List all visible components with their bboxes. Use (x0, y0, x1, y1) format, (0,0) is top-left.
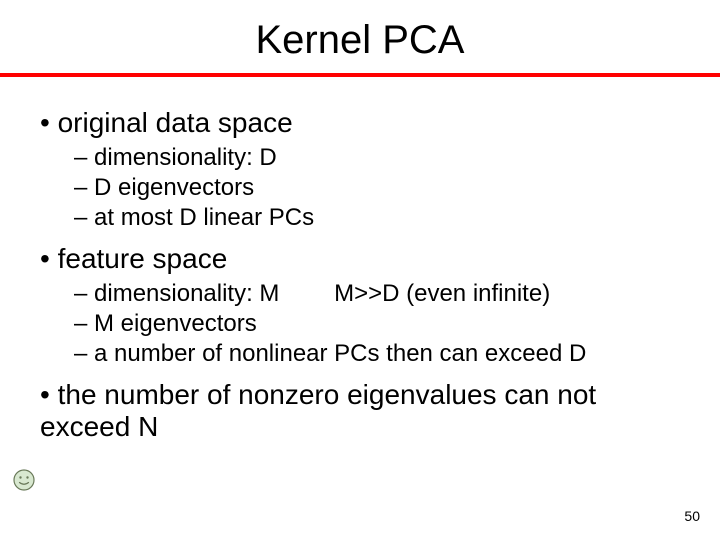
sub-note: M>>D (even infinite) (334, 279, 550, 309)
sub-item: dimensionality: D (74, 143, 680, 173)
sub-item: D eigenvectors (74, 173, 680, 203)
sub-item: at most D linear PCs (74, 203, 680, 233)
smiley-icon (12, 468, 36, 492)
content-area: original data space dimensionality: D D … (0, 77, 720, 443)
sub-text: D eigenvectors (94, 174, 254, 201)
bullet-feature-space: feature space dimensionality: M M>>D (ev… (40, 243, 680, 369)
sub-text: M eigenvectors (94, 310, 257, 337)
sub-item: M eigenvectors (74, 309, 680, 339)
bullet-original-data-space: original data space dimensionality: D D … (40, 107, 680, 233)
bullet-text: original data space (58, 107, 293, 138)
sub-text: dimensionality: M (94, 280, 279, 307)
sub-text: at most D linear PCs (94, 204, 314, 231)
sub-text: a number of nonlinear PCs then can excee… (94, 340, 586, 367)
bullet-text: feature space (58, 243, 228, 274)
sub-text: dimensionality: D (94, 144, 277, 171)
page-number: 50 (684, 508, 700, 524)
sub-item: a number of nonlinear PCs then can excee… (74, 339, 680, 369)
bullet-nonzero-eigenvalues: the number of nonzero eigenvalues can no… (40, 379, 680, 443)
bullet-text: the number of nonzero eigenvalues can no… (40, 379, 596, 442)
sub-item: dimensionality: M M>>D (even infinite) (74, 279, 680, 309)
slide-title: Kernel PCA (0, 0, 720, 73)
